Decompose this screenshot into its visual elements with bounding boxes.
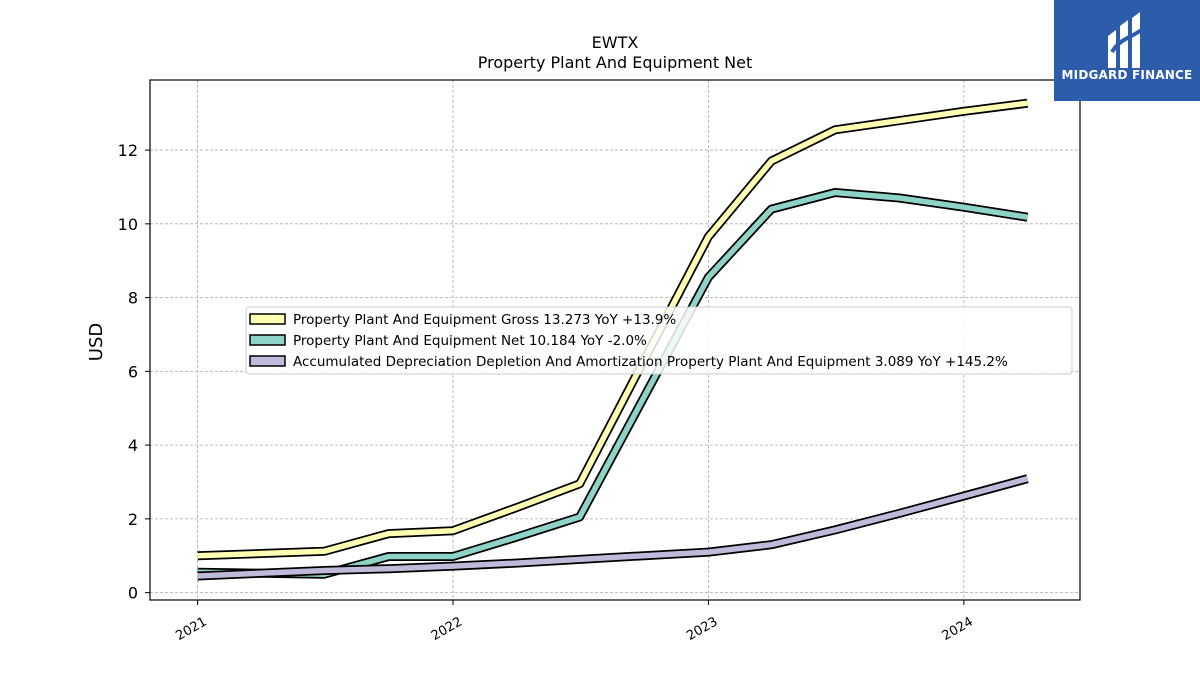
y-tick-label: 10 bbox=[118, 215, 138, 234]
y-tick-label: 2 bbox=[128, 510, 138, 529]
legend-swatch bbox=[249, 334, 286, 346]
legend-label: Property Plant And Equipment Net 10.184 … bbox=[293, 333, 647, 349]
x-tick-label: 2022 bbox=[429, 614, 465, 644]
legend: Property Plant And Equipment Gross 13.27… bbox=[245, 306, 1073, 375]
legend-label: Property Plant And Equipment Gross 13.27… bbox=[293, 312, 676, 328]
midgard-logo-icon bbox=[1108, 12, 1146, 68]
plot-frame bbox=[149, 79, 1081, 601]
legend-label: Accumulated Depreciation Depletion And A… bbox=[293, 354, 1008, 370]
y-axis-label: USD bbox=[86, 323, 107, 361]
x-tick-label: 2024 bbox=[940, 614, 976, 644]
series-line bbox=[197, 189, 1028, 577]
series-line bbox=[197, 476, 1029, 579]
y-tick-label: 8 bbox=[128, 289, 138, 308]
x-tick-label: 2021 bbox=[173, 614, 209, 644]
legend-box bbox=[245, 306, 1073, 375]
legend-swatch bbox=[249, 355, 286, 367]
series-outline bbox=[197, 474, 1029, 581]
brand-name: MIDGARD FINANCE bbox=[1061, 68, 1193, 82]
chart-title: EWTX bbox=[592, 33, 639, 52]
chart-subtitle: Property Plant And Equipment Net bbox=[478, 53, 753, 72]
y-tick-label: 12 bbox=[118, 141, 138, 160]
x-tick-label: 2023 bbox=[684, 614, 720, 644]
y-tick-label: 6 bbox=[128, 362, 138, 381]
legend-swatch bbox=[249, 313, 286, 325]
y-tick-label: 4 bbox=[128, 436, 138, 455]
y-tick-label: 0 bbox=[128, 584, 138, 603]
brand-logo: MIDGARD FINANCE bbox=[1054, 0, 1200, 101]
